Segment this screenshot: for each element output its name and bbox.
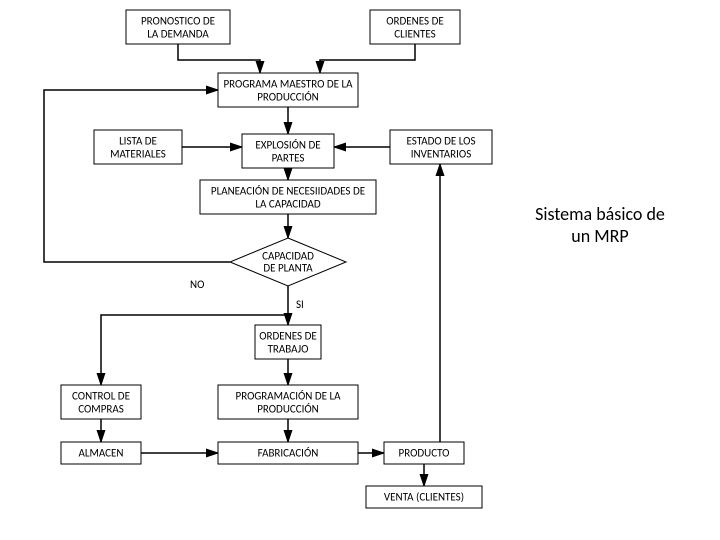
node-estado-l1: ESTADO DE LOS [407, 135, 476, 148]
node-fabricacion: FABRICACIÓN [218, 442, 358, 464]
edge-capacidad-no-programa [44, 90, 230, 262]
node-programacion-l1: PROGRAMACIÓN DE LA [236, 390, 342, 403]
node-ordenes-cli-l1: ORDENES DE [386, 15, 443, 28]
node-lista: LISTA DE MATERIALES [94, 130, 182, 164]
node-programa-l1: PROGRAMA MAESTRO DE LA [224, 78, 354, 91]
label-si: SI [296, 298, 304, 311]
node-almacen-l1: ALMACEN [78, 447, 123, 460]
node-explosion-l1: EXPLOSIÓN DE [255, 139, 320, 152]
node-ord-trabajo-l1: ORDENES DE [259, 330, 316, 343]
node-lista-l2: MATERIALES [110, 148, 166, 161]
node-ordenes-trabajo: ORDENES DE TRABAJO [255, 325, 321, 359]
node-producto-l1: PRODUCTO [399, 447, 450, 460]
node-planeacion: PLANEACIÓN DE NECESIIDADES DE LA CAPACID… [200, 180, 376, 214]
node-programa: PROGRAMA MAESTRO DE LA PRODUCCIÓN [218, 73, 358, 107]
node-capacidad-l2: DE PLANTA [263, 262, 313, 275]
node-estado: ESTADO DE LOS INVENTARIOS [390, 130, 492, 164]
node-programacion: PROGRAMACIÓN DE LA PRODUCCIÓN [218, 385, 358, 419]
node-venta: VENTA (CLIENTES) [366, 486, 482, 508]
node-control-l1: CONTROL DE [72, 390, 130, 403]
node-explosion: EXPLOSIÓN DE PARTES [242, 134, 334, 168]
title-line-1: Sistema básico de [535, 203, 665, 225]
node-control-l2: COMPRAS [78, 403, 124, 416]
node-pronostico-l2: LA DEMANDA [147, 28, 209, 41]
title-line-2: un MRP [571, 225, 628, 247]
node-capacidad: CAPACIDAD DE PLANTA [230, 238, 346, 286]
node-estado-l2: INVENTARIOS [411, 148, 472, 161]
node-ord-trabajo-l2: TRABAJO [268, 343, 309, 356]
node-lista-l1: LISTA DE [119, 135, 157, 148]
node-programa-l2: PRODUCCIÓN [257, 91, 319, 104]
edge-pronostico-programa [178, 44, 260, 73]
node-programacion-l2: PRODUCCIÓN [257, 403, 319, 416]
node-planeacion-l2: LA CAPACIDAD [255, 198, 320, 211]
node-ordenes-cli-l2: CLIENTES [394, 28, 435, 41]
node-ordenes-clientes: ORDENES DE CLIENTES [370, 10, 460, 44]
node-pronostico-l1: PRONOSTICO DE [141, 15, 215, 28]
node-explosion-l2: PARTES [272, 152, 305, 165]
edge-ordenes-programa [320, 44, 415, 73]
node-control: CONTROL DE COMPRAS [61, 385, 141, 419]
node-venta-l1: VENTA (CLIENTES) [384, 491, 464, 504]
node-pronostico: PRONOSTICO DE LA DEMANDA [126, 10, 230, 44]
node-fabricacion-l1: FABRICACIÓN [258, 447, 319, 460]
label-no: NO [190, 278, 204, 291]
node-almacen: ALMACEN [61, 442, 141, 464]
node-planeacion-l1: PLANEACIÓN DE NECESIIDADES DE [211, 185, 365, 198]
node-producto: PRODUCTO [384, 442, 464, 464]
